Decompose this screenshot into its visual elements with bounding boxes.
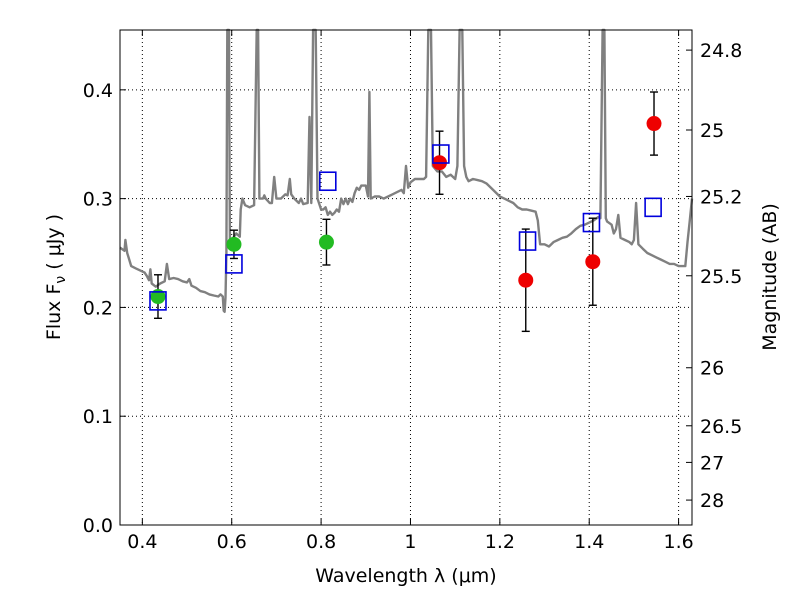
y-axis-label-unit: ( μJy )	[43, 214, 65, 276]
x-axis-label: Wavelength λ (μm)	[315, 565, 496, 587]
plot-frame	[119, 29, 693, 526]
x-tick-label: 0.6	[217, 531, 247, 553]
model-spectrum-layer	[119, 28, 694, 313]
model-point	[318, 171, 337, 192]
mag-tick-label: 27	[700, 452, 724, 474]
y-axis-label-subscript: ν	[53, 276, 69, 284]
data-point	[150, 289, 166, 305]
model-point	[225, 254, 243, 274]
grid	[120, 30, 692, 526]
x-tick-label: 1	[404, 531, 416, 553]
x-tick-label: 0.8	[306, 531, 336, 553]
y2-axis-label: Magnitude (AB)	[759, 203, 781, 351]
mag-tick-label: 26.5	[700, 416, 742, 438]
photometry-points-layer	[149, 91, 662, 333]
model-point	[432, 144, 450, 164]
mag-tick-label: 28	[700, 490, 724, 512]
y-axis-label-main: Flux F	[43, 284, 65, 340]
data-point	[518, 272, 534, 288]
y-tick-label: 0.0	[83, 515, 113, 537]
model-spectrum-line	[119, 28, 694, 313]
mag-tick-label: 24.8	[700, 40, 742, 62]
data-point	[226, 236, 242, 252]
axes: 0.4 0.6 0.8 1 1.2 1.4 1.6 0.0 0.1 0.2 0.3 0.4 24.8 25…	[83, 30, 742, 553]
y-tick-label: 0.2	[83, 297, 113, 319]
mag-tick-label: 25.5	[700, 266, 742, 288]
mag-tick-label: 25.2	[700, 186, 742, 208]
y-tick-label: 0.1	[83, 406, 113, 428]
model-point	[582, 212, 601, 233]
y-axis-label: Flux Fν ( μJy )	[43, 214, 69, 340]
data-point	[646, 116, 662, 132]
data-point	[318, 234, 334, 250]
x-tick-label: 0.4	[127, 531, 157, 553]
y-tick-label: 0.4	[83, 80, 113, 102]
mag-tick-label: 26	[700, 358, 724, 380]
x-tick-label: 1.2	[485, 531, 515, 553]
data-point	[585, 254, 601, 270]
model-point	[518, 231, 537, 251]
model-point	[149, 291, 167, 311]
x-tick-label: 1.6	[663, 531, 693, 553]
x-tick-label: 1.4	[574, 531, 604, 553]
model-point	[644, 197, 662, 218]
y-tick-label: 0.3	[83, 189, 113, 211]
mag-tick-label: 25	[700, 120, 724, 142]
